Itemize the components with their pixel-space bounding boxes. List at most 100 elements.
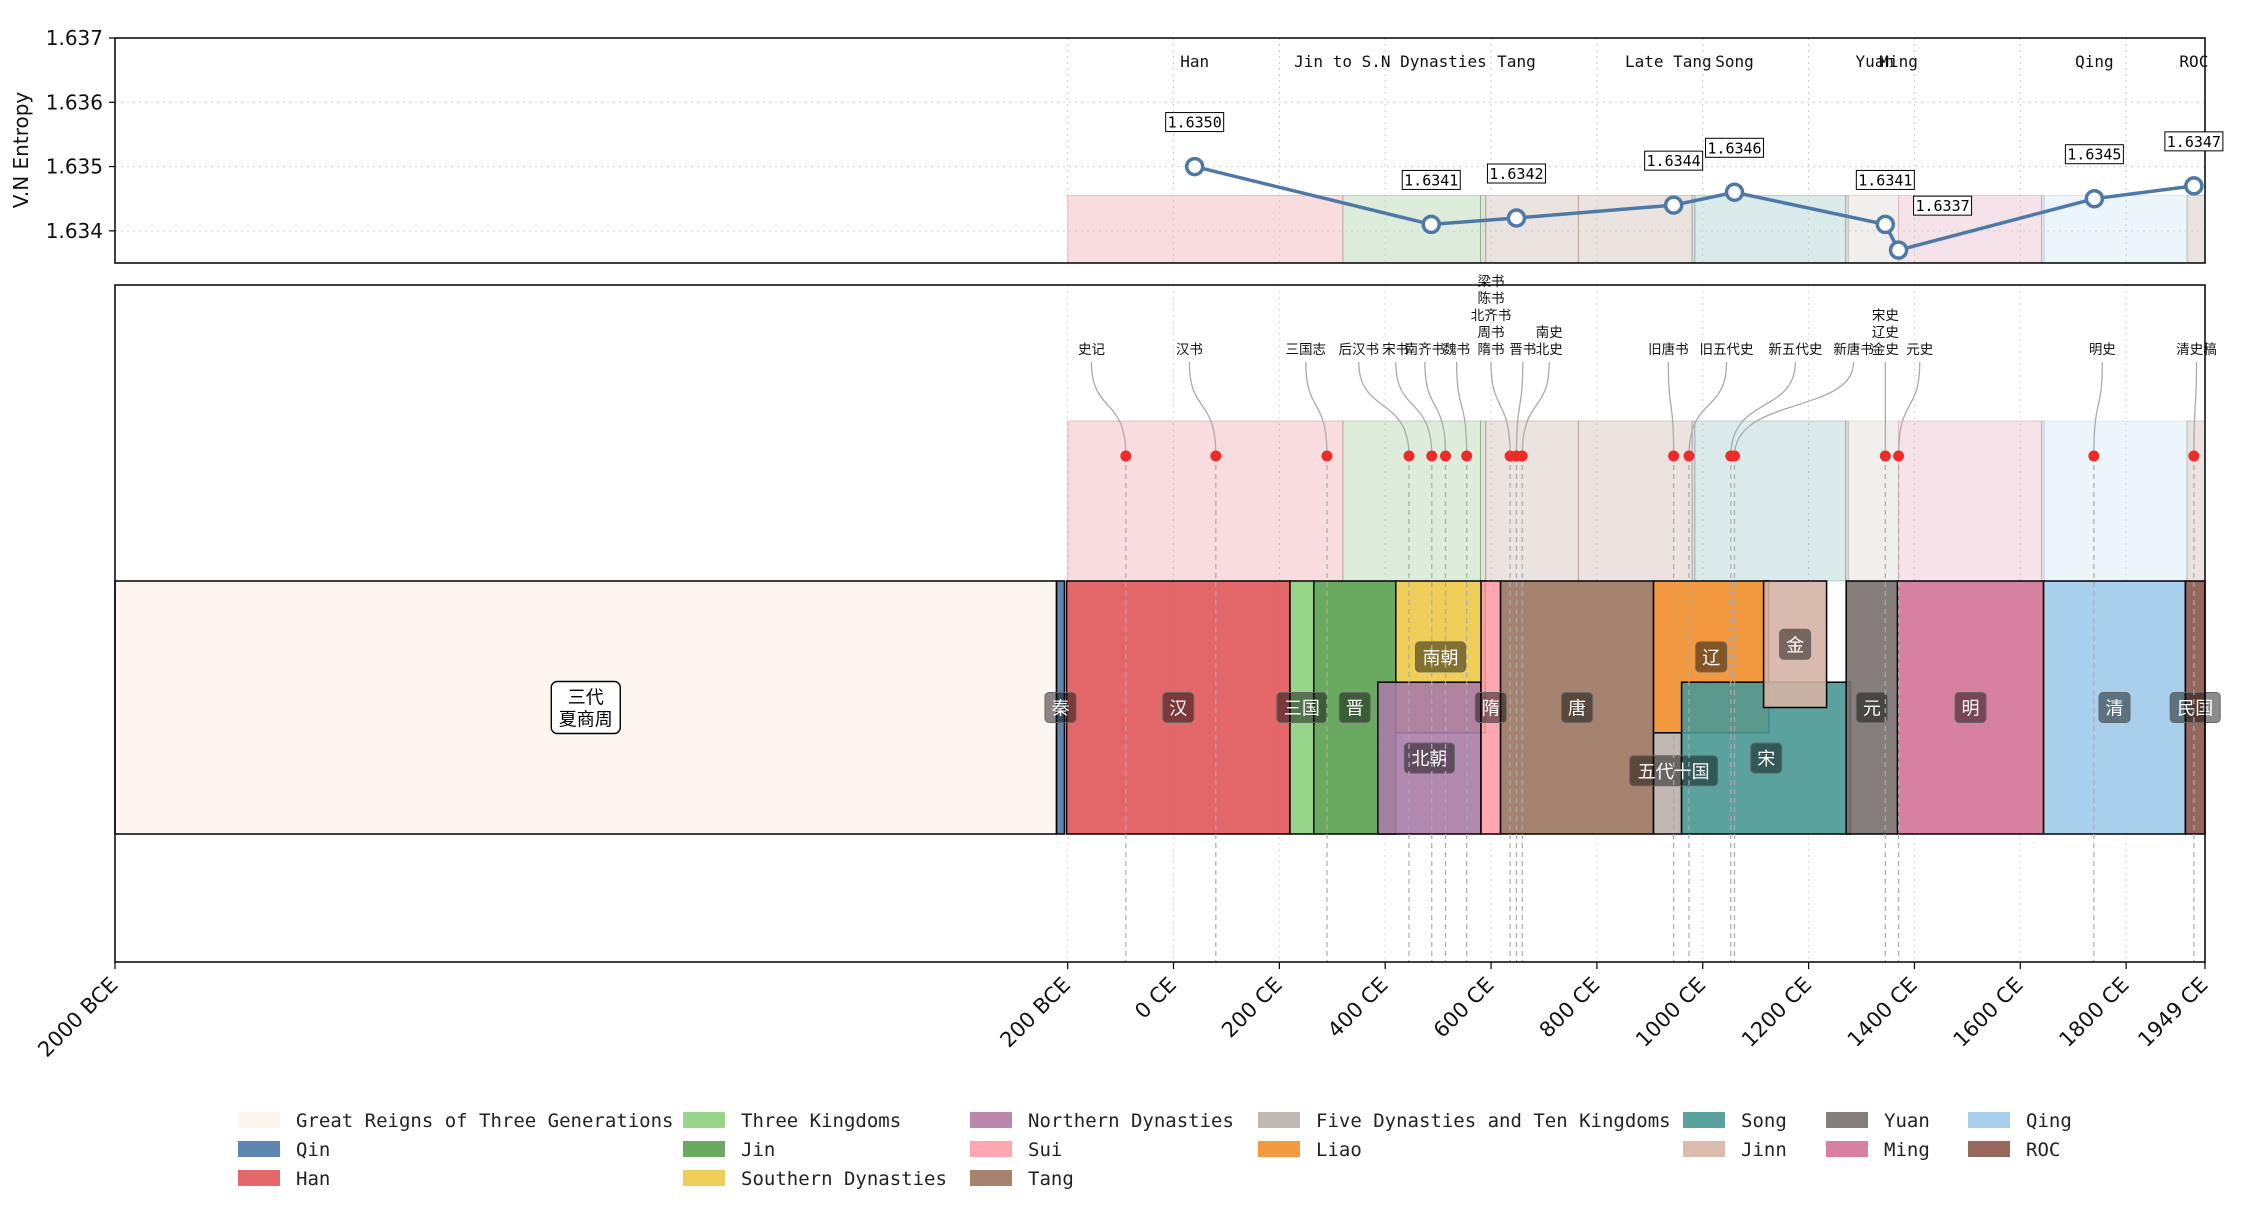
book-connector-curve [1897,361,1921,457]
book-title: 旧五代史 [1700,342,1754,358]
x-tick-label: 800 CE [1535,973,1605,1043]
data-label-box [2164,131,2224,152]
era-label: Song [1715,52,1754,71]
legend-label: Yuan [1884,1110,1930,1132]
dynasty-label-line: 金 [1786,635,1804,656]
dynasty-timeline-panel: 三代夏商周秦汉三国 晋南朝北朝隋 唐辽五代十国宋金元明清民国 史记 汉书 三国志 后汉书宋… [33,274,2221,1062]
dynasty-label-box [1954,692,1987,723]
book-marker-dot [1403,450,1415,462]
data-label: 1.6344 [1647,152,1701,170]
legend-label: Southern Dynasties [741,1168,947,1190]
legend-label: Northern Dynasties [1028,1110,1234,1132]
book-title: 新五代史 [1768,342,1822,358]
era-band [1847,420,1900,582]
dynasty-label-box [1474,692,1507,723]
book-title-line: 旧五代史 [1700,342,1754,358]
dynasty-block [1762,580,1828,709]
book-connector-curve [1188,361,1217,457]
legend-swatch [1826,1112,1868,1128]
dynasty-label-line: 辽 [1702,648,1720,669]
top-era-band [1479,195,1487,264]
book-title-line: 金史 [1872,342,1900,358]
entropy-data-point [1184,156,1205,177]
book-marker-dot [1426,450,1438,462]
dynasty-label: 秦 [1052,699,1070,720]
dynasty-label-line: 明 [1962,699,1980,720]
entropy-data-point [1724,182,1745,203]
book-marker-dot [1321,450,1333,462]
x-tick-label: 1800 CE [2054,973,2133,1052]
book-marker-dot [2188,450,2200,462]
book-marker-dot [1210,450,1222,462]
dynasty-label-box [1855,692,1888,723]
book-title-line: 周书 [1478,325,1505,341]
dynasty-label-box [1044,692,1077,723]
data-label-box [2064,144,2124,165]
x-tick-label: 1949 CE [2133,973,2212,1052]
dynasty-label-line: 汉 [1169,699,1187,720]
bottom-plot-frame [114,284,2206,963]
dynasty-block [1055,580,1066,835]
data-label: 1.6347 [2167,133,2221,151]
dynasty-block [1065,580,1291,835]
legend-swatch [238,1170,280,1186]
book-marker-dot [1120,450,1132,462]
book-connector-curve [1667,361,1675,457]
dynasty-label-box [1779,628,1812,660]
book-connector-curve [1521,361,1550,457]
legend-label: Han [296,1168,330,1190]
legend-swatch [683,1170,725,1186]
dynasty-label: 汉 [1169,699,1187,720]
entropy-data-point [1506,208,1527,228]
era-label: Late Tang [1625,52,1712,71]
era-label: Ming [1879,52,1918,71]
dynasty-label-line: 秦 [1052,699,1070,720]
dynasty-label: 辽 [1702,648,1720,669]
data-label-box [1401,169,1461,190]
book-title: 新唐书 [1833,341,1874,358]
dynasty-block [1896,580,2045,835]
x-tick-label: 200 CE [1217,973,1287,1043]
dynasty-label-box [1695,641,1728,673]
book-marker-dot [1893,450,1905,462]
x-tick-label: 1000 CE [1631,973,1710,1052]
dynasty-label: 明 [1962,699,1980,720]
legend-label: Sui [1028,1139,1062,1161]
top-era-band [1694,195,1847,264]
book-title-line: 北史 [1536,342,1564,358]
dynasty-label: 晋 [1346,699,1364,720]
dynasty-label-line: 清 [2105,699,2123,720]
dynasty-label-box [1415,641,1467,673]
entropy-data-point [2184,176,2204,196]
book-title-line: 旧唐书 [1648,341,1689,358]
book-title-line: 汉书 [1176,342,1203,358]
book-title: 梁书陈书北齐书周书隋书 [1471,274,1512,358]
dynasty-label: 金 [1786,635,1804,656]
book-title: 魏书 [1443,342,1470,358]
dynasty-block [1377,681,1482,835]
era-label: Tang [1497,52,1536,71]
entropy-data-point [1421,214,1441,235]
book-title: 宋书 [1382,342,1409,358]
legend-swatch [1968,1141,2010,1157]
data-label: 1.6341 [1858,171,1912,189]
x-tick-label: 400 CE [1323,973,1393,1043]
dynasty-label-box [1162,692,1195,723]
entropy-data-point [1888,240,1909,260]
era-label: Han [1180,52,1209,71]
x-tick-label: 1400 CE [1843,973,1922,1052]
dynasty-label: 南朝 [1423,648,1459,669]
x-tick-label: 0 CE [1130,973,1181,1024]
legend-swatch [970,1112,1012,1128]
legend-label: Tang [1028,1168,1074,1190]
legend-label: Liao [1316,1139,1362,1161]
book-title-line: 魏书 [1443,342,1470,358]
dynasty-label-box [1403,742,1455,774]
dynasty-label-line: 元 [1863,699,1881,720]
book-marker-dot [1516,450,1528,462]
data-label-box [1644,150,1704,171]
book-connector-curve [1730,361,1797,457]
book-title: 后汉书 [1338,342,1379,358]
book-connector-curve [1515,361,1524,457]
